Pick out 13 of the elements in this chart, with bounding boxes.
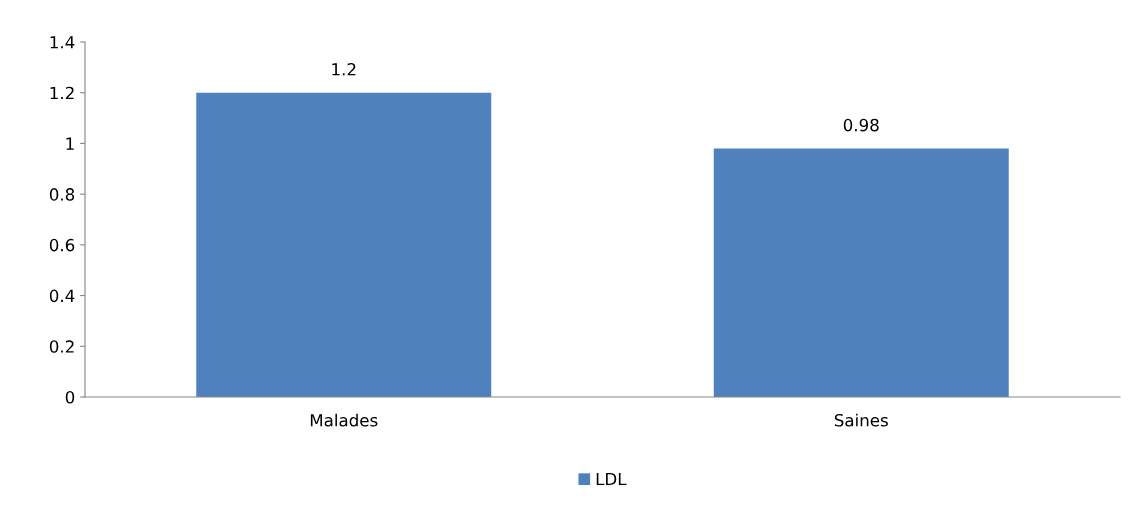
- y-tick-label: 0.4: [49, 289, 75, 303]
- x-tick-label: Malades: [310, 413, 378, 427]
- y-tick-label: 1: [66, 137, 74, 150]
- y-tick-label: 0.2: [49, 340, 74, 353]
- y-tick-label: 1.4: [50, 36, 75, 49]
- data-label: 0.98: [843, 118, 879, 132]
- x-tick-label: Saines: [834, 413, 888, 427]
- legend-label: LDL: [596, 472, 627, 486]
- y-tick-label: 0.8: [49, 188, 75, 201]
- y-tick-label: 0.6: [49, 238, 75, 252]
- y-tick-label: 0: [65, 390, 75, 404]
- data-label: 1.2: [332, 62, 356, 76]
- y-tick-label: 1.2: [50, 86, 74, 100]
